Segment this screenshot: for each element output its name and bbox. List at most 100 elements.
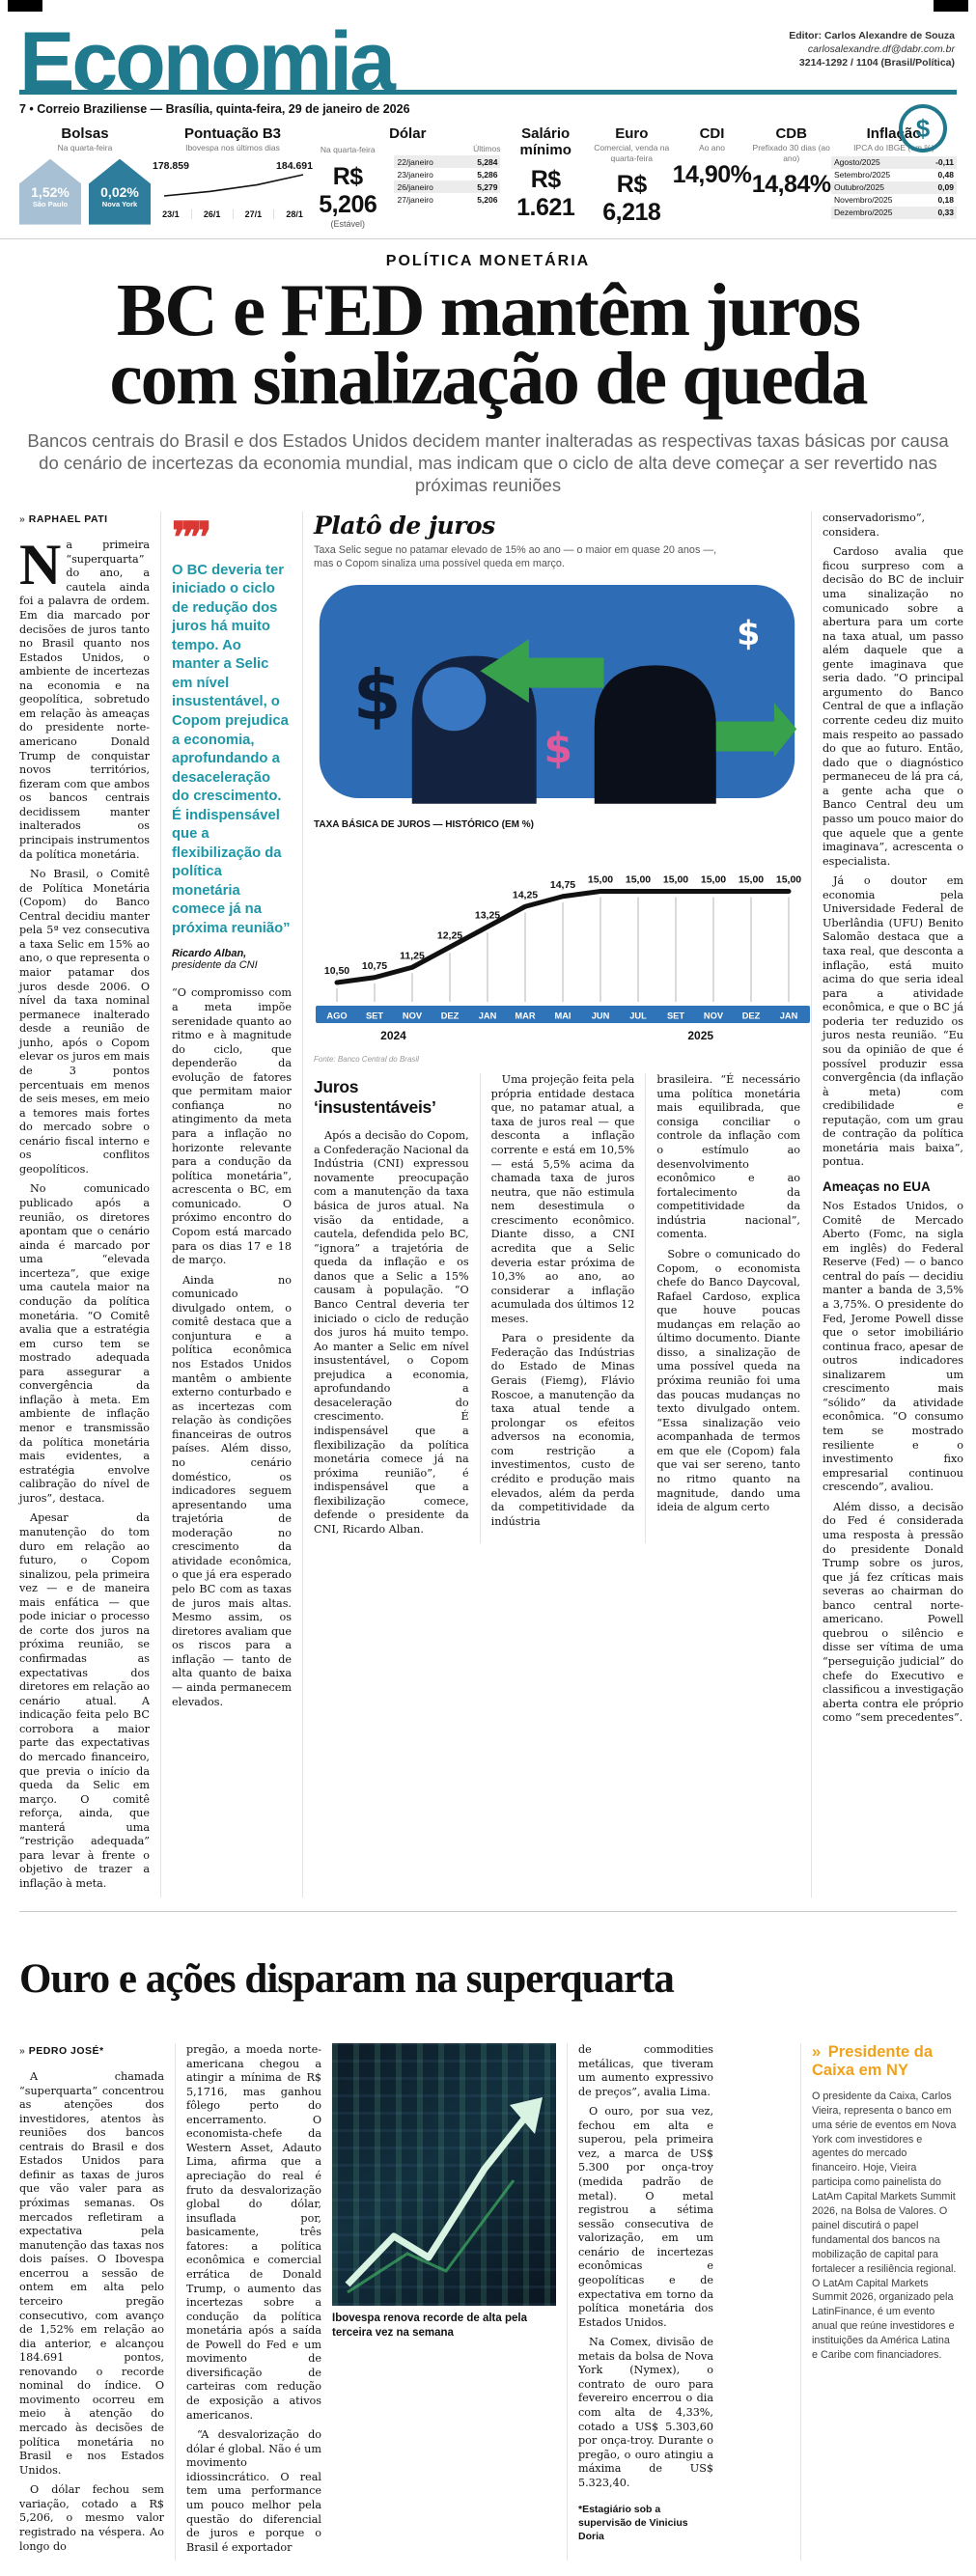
byline-name: PEDRO JOSÉ*	[28, 2044, 104, 2057]
headline-line2: com sinalização de queda	[109, 337, 868, 421]
svg-text:NOV: NOV	[403, 1011, 423, 1021]
a1c1-p4: Apesar da manutenção do tom duro em rela…	[19, 1511, 150, 1891]
article1-col2: ❞❞ O BC deveria ter iniciado o ciclo de …	[160, 512, 292, 1897]
sec2-c-p2: Sobre o comunicado do Copom, o economist…	[656, 1247, 800, 1514]
cdi-title: CDI	[699, 125, 725, 143]
svg-text:JUN: JUN	[592, 1011, 610, 1021]
market-indicators-strip: Bolsas Na quarta-feira 1,52% São Paulo 0…	[0, 122, 976, 239]
sidebar-title-text: Presidente da Caixa em NY	[812, 2042, 933, 2079]
sidebar-marker-icon: »	[812, 2042, 822, 2061]
selic-chart-label: TAXA BÁSICA DE JUROS — HISTÓRICO (EM %)	[314, 819, 534, 831]
sidebar-body: O presidente da Caixa, Carlos Vieira, re…	[812, 2090, 957, 2361]
article2-photo-block: Ibovespa renova recorde de alta pela ter…	[332, 2042, 556, 2561]
section-heading: Juros ‘insustentáveis’	[314, 1077, 436, 1118]
a2c1-p2: O dólar fechou sem variação, cotado a R$…	[19, 2483, 164, 2553]
spacer-column	[724, 2043, 790, 2561]
byline-pedro-jose: » PEDRO JOSÉ*	[19, 2045, 164, 2057]
b3-title: Pontuação B3	[183, 125, 282, 143]
headline-line1: BC e FED mantêm juros	[116, 267, 861, 351]
pull-quote: O BC deveria ter iniciado o ciclo de red…	[172, 562, 291, 936]
indicator-salario: Salário mínimo R$ 1.621	[500, 125, 590, 228]
interest-rates-illustration: $ $ $	[319, 585, 797, 805]
selic-chart: 10,50 10,75 11,25 12,25 13,25 14,25 14,75 15,00…	[314, 832, 810, 1053]
inflacao-row: Setembro/2025 0,48	[833, 170, 954, 180]
dolar-last-table: Últimos 22/janeiro 5,284 23/janeiro 5,286 26…	[394, 144, 501, 206]
infographic-title: Platô de juros	[314, 512, 495, 540]
indicator-b3: Pontuação B3 Ibovespa nos últimos dias 1…	[151, 125, 315, 228]
crop-mark-right	[934, 0, 968, 12]
bolsas-subtitle: Na quarta-feira	[57, 143, 113, 153]
photo-caption: Ibovespa renova recorde de alta pela ter…	[332, 2312, 527, 2339]
salario-value: R$ 1.621	[516, 166, 575, 222]
dolar-title: Dólar	[389, 125, 427, 143]
dolar-value: R$ 5,206	[319, 162, 377, 218]
a1c1-p1: a primeira “superquarta” do ano, a caute…	[19, 539, 150, 861]
right-arrow-icon	[715, 703, 797, 758]
dolar-ultimos-label: Últimos	[473, 144, 501, 154]
svg-text:184.691: 184.691	[276, 160, 313, 172]
a1c1-p3: No comunicado publicado após a reunião, …	[19, 1182, 150, 1505]
byline-marker-icon: »	[19, 513, 26, 526]
section-juros-insustentaveis: Juros ‘insustentáveis’ Após a decisão do…	[314, 1073, 800, 1543]
stock-market-photo	[332, 2042, 556, 2306]
svg-text:DEZ: DEZ	[742, 1011, 761, 1021]
dollar-coin-icon: $	[899, 104, 947, 152]
a1c6-p4: Nos Estados Unidos, o Comitê de Mercado …	[823, 1200, 963, 1494]
svg-text:MAI: MAI	[554, 1011, 571, 1021]
dolar-row: 27/janeiro 5,206	[397, 194, 498, 205]
a1c6-p3: Já o doutor em economia pela Universidad…	[823, 874, 963, 1169]
a2c4-p1: de commodities metálicas, que tiveram um…	[578, 2042, 713, 2098]
a2c4-p3: Na Comex, divisão de metais da bolsa de …	[578, 2336, 713, 2489]
svg-text:JUL: JUL	[629, 1011, 647, 1021]
euro-title: Euro	[615, 125, 649, 143]
byline-raphael-pati: » RAPHAEL PATI	[19, 513, 150, 525]
article-divider	[19, 1910, 957, 1912]
sec2-c-p1: brasileira. “É necessário uma política m…	[656, 1073, 800, 1241]
svg-text:SET: SET	[667, 1011, 684, 1021]
cdi-subtitle: Ao ano	[699, 143, 725, 153]
svg-text:MAR: MAR	[515, 1011, 535, 1021]
article2-col4: de commodities metálicas, que tiveram um…	[567, 2042, 713, 2562]
quote-author-role: presidente da CNI	[172, 959, 258, 972]
drop-cap: N	[19, 533, 62, 597]
quote-attribution: Ricardo Alban, presidente da CNI	[172, 948, 292, 971]
sao-paulo-up-arrow-icon: 1,52% São Paulo	[19, 158, 81, 225]
inflacao-rows: Agosto/2025 -0,11 Setembro/2025 0,48 Outubro…	[830, 155, 957, 219]
ny-value: 0,02%	[100, 184, 139, 201]
inflacao-row: Dezembro/2025 0,33	[830, 206, 957, 219]
svg-text:178.859: 178.859	[153, 160, 189, 172]
crop-mark-left	[8, 0, 42, 12]
svg-text:JAN: JAN	[780, 1011, 798, 1021]
quote-author-name: Ricardo Alban,	[172, 948, 247, 960]
sec2-a-p1: Após a decisão do Copom, a Confederação …	[314, 1129, 469, 1536]
editor-email[interactable]: carlosalexandre.df@dabr.com.br	[807, 43, 955, 56]
a1c2-p2: Ainda no comunicado divulgado ontem, o c…	[172, 1273, 292, 1708]
indicator-euro: Euro Comercial, venda na quarta-feira R$…	[591, 125, 673, 228]
svg-text:15,00: 15,00	[663, 874, 688, 886]
a2c2-p1: pregão, a moeda norte-americana chegou a…	[186, 2042, 321, 2422]
byline-marker-icon: »	[19, 2044, 26, 2057]
a1c6-p1: conservadorismo”, considera.	[823, 512, 926, 539]
section-logo: Economia	[19, 15, 396, 108]
article2: » PEDRO JOSÉ* A chamada “superquarta” co…	[0, 2041, 976, 2576]
sec2-b-p2: Para o presidente da Federação das Indús…	[490, 1332, 635, 1528]
article2-col2: pregão, a moeda norte-americana chegou a…	[175, 2042, 321, 2562]
svg-text:15,00: 15,00	[776, 874, 801, 886]
euro-subtitle: Comercial, venda na quarta-feira	[594, 143, 670, 163]
sidebar-title: » Presidente da Caixa em NY	[812, 2043, 957, 2080]
editor-name: Editor: Carlos Alexandre de Souza	[789, 30, 955, 42]
svg-text:2025: 2025	[687, 1029, 713, 1042]
svg-text:15,00: 15,00	[701, 874, 726, 886]
dolar-row: 23/janeiro 5,286	[397, 169, 498, 180]
svg-text:JAN: JAN	[479, 1011, 497, 1021]
intern-footnote: *Estagiário sob a supervisão de Vinicius…	[578, 2504, 688, 2542]
salario-title: Salário mínimo	[519, 125, 572, 159]
byline-name: RAPHAEL PATI	[28, 513, 108, 526]
dollar-sign-icon: $	[353, 655, 402, 736]
kicker: POLÍTICA MONETÁRIA	[385, 252, 591, 269]
folio-dateline: 7 • Correio Braziliense — Brasília, quin…	[19, 102, 410, 117]
sec2-b-p1: Uma projeção feita pela própria entidade…	[490, 1073, 635, 1325]
selic-chart-svg: 10,50 10,75 11,25 12,25 13,25 14,25 14,75 15,00…	[316, 874, 810, 1042]
b3-spark-svg: 178.859 184.691	[153, 160, 313, 197]
